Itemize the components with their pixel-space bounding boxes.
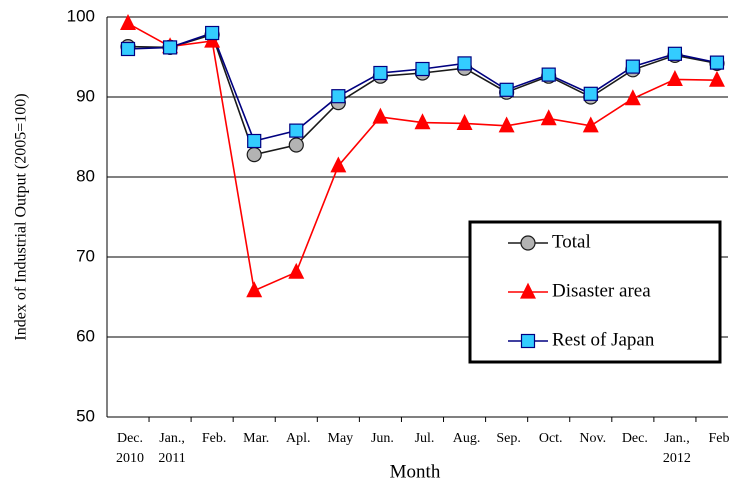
x-tick-label-line: Jul. — [415, 431, 435, 446]
point — [289, 123, 304, 138]
point — [625, 59, 640, 74]
point — [373, 65, 388, 81]
x-tick-label: May — [328, 431, 354, 446]
x-tick-label: Jun. — [371, 431, 394, 446]
x-tick-label-line: Nov. — [579, 431, 606, 446]
x-tick-label-line: Mar. — [243, 431, 269, 446]
x-axis-title: Month — [390, 461, 441, 482]
point — [414, 113, 431, 130]
x-tick-label-line: Feb. — [202, 431, 227, 446]
point — [247, 133, 262, 149]
x-tick-label: Feb. — [202, 431, 227, 446]
point — [709, 70, 725, 87]
x-tick-label-line: Dec. — [117, 431, 143, 446]
x-tick-label: Feb — [708, 431, 729, 446]
x-tick-label: Jul. — [415, 431, 435, 446]
point — [330, 156, 347, 173]
x-tick-label-line: Feb — [708, 431, 729, 446]
point — [457, 56, 472, 71]
y-tick-label: 70 — [76, 246, 95, 265]
x-tick-label-line: Oct. — [539, 431, 563, 446]
x-tick-label: Nov. — [579, 431, 606, 446]
point — [288, 262, 305, 279]
x-tick-label-line: Jan., — [664, 431, 690, 446]
y-axis-title: Index of Industrial Output (2005=100) — [13, 93, 30, 340]
y-tick-label: 80 — [76, 166, 95, 185]
point — [120, 41, 136, 57]
point — [520, 333, 536, 349]
x-tick-label: Jan., 2011 — [158, 431, 185, 466]
point — [667, 46, 683, 61]
point — [624, 89, 641, 106]
series-line — [127, 33, 718, 156]
x-tick-label: Jan., 2012 — [663, 431, 691, 466]
x-tick-label: Dec. 2010 — [116, 431, 144, 466]
point — [288, 137, 304, 153]
x-tick-label-line: Aug. — [453, 431, 481, 446]
x-tick-label: Mar. — [243, 431, 269, 446]
x-tick-label-line: 2012 — [663, 451, 691, 466]
y-tick-label: 50 — [76, 406, 95, 425]
point — [709, 55, 725, 70]
point — [666, 70, 683, 87]
point — [520, 282, 536, 299]
point — [499, 82, 514, 97]
x-tick-label-line: 2011 — [158, 451, 185, 466]
point — [162, 40, 178, 55]
x-tick-label: Oct. — [539, 431, 563, 446]
point — [582, 116, 599, 133]
point — [498, 116, 515, 133]
x-tick-label-line: Jan., — [159, 431, 185, 446]
point — [540, 109, 557, 126]
x-tick-label: Apl. — [286, 431, 311, 446]
point — [120, 14, 136, 30]
legend-label: Disaster area — [552, 280, 651, 301]
point — [520, 235, 536, 251]
point — [246, 147, 262, 163]
x-tick-label-line: Apl. — [286, 431, 311, 446]
x-tick-label: Sep. — [496, 431, 521, 446]
point — [331, 89, 346, 104]
y-tick-label: 90 — [76, 86, 95, 105]
x-tick-label-line: Jun. — [371, 431, 394, 446]
y-tick-label: 100 — [67, 6, 95, 25]
point — [415, 61, 430, 77]
x-tick-label: Aug. — [453, 431, 481, 446]
point — [456, 114, 473, 130]
legend-label: Total — [552, 231, 591, 252]
x-tick-label-line: Dec. — [622, 431, 648, 446]
y-tick-label: 60 — [76, 326, 95, 345]
x-tick-label-line: May — [328, 431, 354, 446]
x-tick-label-line: 2010 — [116, 451, 144, 466]
x-tick-label-line: Sep. — [496, 431, 521, 446]
point — [541, 67, 556, 82]
point — [583, 86, 598, 101]
x-tick-label: Dec. — [622, 431, 648, 446]
point — [246, 281, 263, 298]
point — [372, 107, 389, 124]
legend-label: Rest of Japan — [552, 329, 655, 350]
point — [205, 25, 220, 41]
